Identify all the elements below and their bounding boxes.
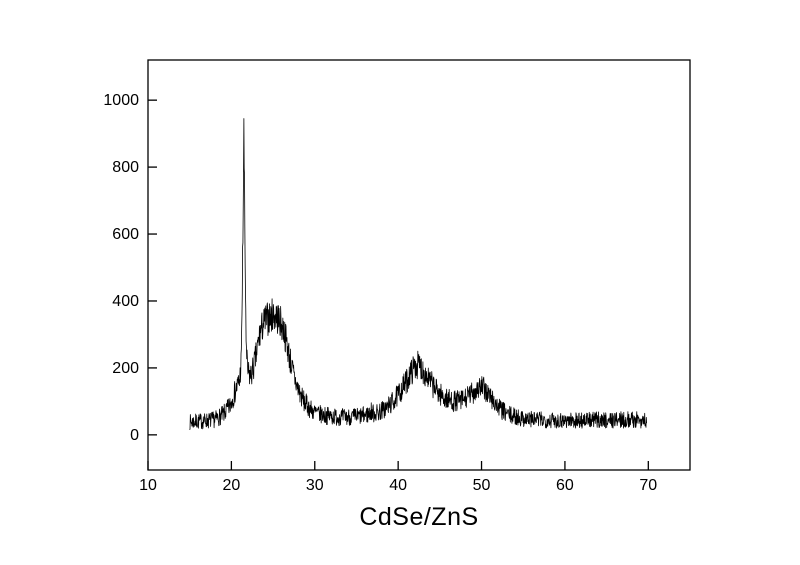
x-tick-label: 60 (556, 477, 574, 494)
axis-box (147, 59, 691, 471)
chart-title: CdSe/ZnS (359, 503, 479, 531)
x-tick-label: 30 (306, 477, 324, 494)
x-tick-label: 10 (139, 477, 157, 494)
y-tick-label: 400 (112, 293, 139, 310)
y-tick-label: 1000 (103, 92, 139, 109)
y-tick-label: 800 (112, 159, 139, 176)
y-tick-label: 0 (130, 427, 139, 444)
x-tick-label: 70 (639, 477, 657, 494)
x-tick-label: 20 (222, 477, 240, 494)
x-tick-label: 50 (473, 477, 491, 494)
y-tick-label: 600 (112, 226, 139, 243)
y-tick-label: 200 (112, 360, 139, 377)
xrd-intensity-trace (189, 118, 648, 430)
x-tick-label: 40 (389, 477, 407, 494)
